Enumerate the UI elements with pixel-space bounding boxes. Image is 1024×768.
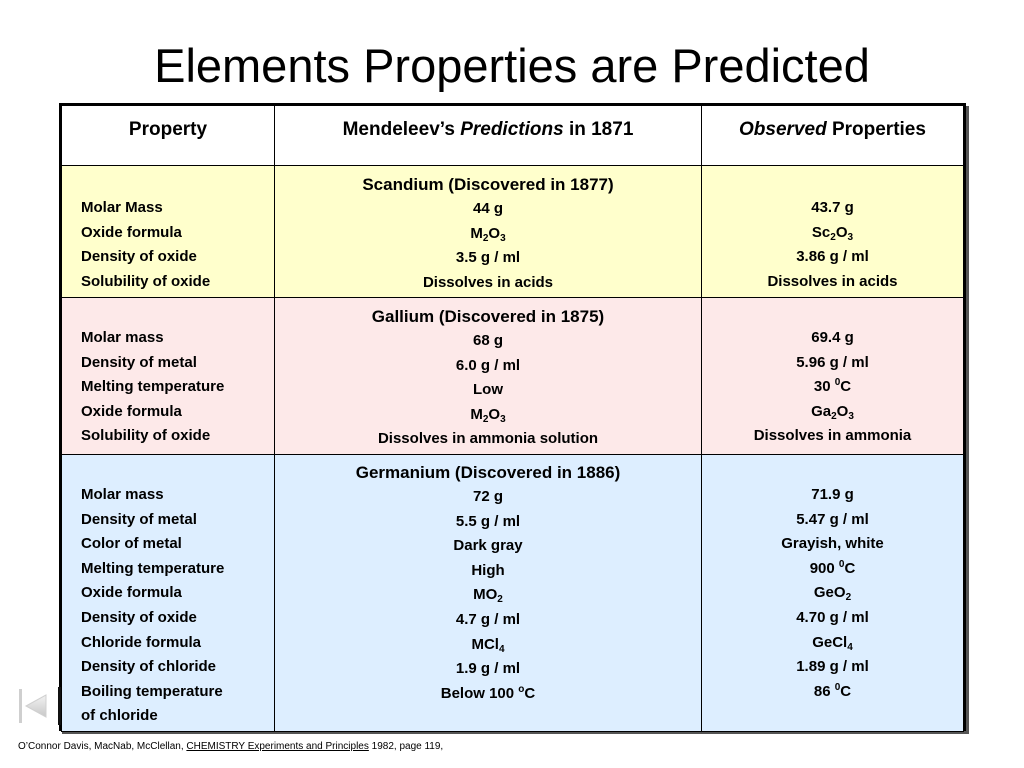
table-header-row: Property Mendeleev’s Predictions in 1871… (61, 105, 964, 166)
value: 43.7 g (811, 199, 854, 216)
value: 4.7 g / ml (455, 610, 521, 628)
property-label: Boiling temperature (81, 682, 223, 700)
property-label: Density of oxide (81, 248, 197, 266)
value: Dissolves in ammonia (753, 427, 912, 445)
property-label: Density of metal (81, 510, 197, 528)
citation-authors: O’Connor Davis, MacNab, McClellan, (18, 741, 187, 752)
value: Dissolves in ammonia solution (377, 430, 599, 448)
comparison-table-frame: Property Mendeleev’s Predictions in 1871… (59, 103, 966, 732)
value-formula: MO2 (473, 586, 503, 606)
property-label: Density of chloride (81, 658, 217, 676)
property-label: Oxide formula (81, 402, 182, 420)
value: 44 g (472, 200, 503, 217)
header-observed: Observed Properties (701, 105, 964, 166)
value: Dissolves in acids (422, 273, 554, 291)
value: 69.4 g (811, 329, 854, 346)
comparison-table: Property Mendeleev’s Predictions in 1871… (61, 105, 964, 732)
value: High (471, 561, 505, 579)
value-formula: Ga2O3 (811, 402, 854, 422)
property-label: Molar mass (81, 329, 164, 346)
value: 5.47 g / ml (796, 510, 869, 528)
property-label: Density of metal (81, 353, 197, 371)
header-property-label: Property (128, 119, 208, 140)
property-label: Solubility of oxide (81, 272, 211, 290)
germanium-properties: Molar mass Density of metal Color of met… (61, 454, 275, 732)
header-predictions-post: in 1871 (563, 119, 634, 140)
gallium-observed: 69.4 g 5.96 g / ml 30 0C Ga2O3 Dissolves… (701, 297, 964, 455)
value-temperature: 900 0C (809, 558, 856, 577)
property-label: Oxide formula (81, 223, 182, 241)
property-label: of chloride (81, 707, 158, 725)
scandium-properties: Molar Mass Oxide formula Density of oxid… (61, 165, 275, 298)
value-temperature: 30 0C (813, 377, 852, 396)
value: 72 g (472, 488, 503, 505)
element-name: Scandium (Discovered in 1877) (362, 175, 614, 194)
value: 1.9 g / ml (455, 660, 521, 678)
value: Grayish, white (781, 535, 884, 553)
value: Dissolves in acids (767, 272, 898, 290)
germanium-predictions: Germanium (Discovered in 1886) 72 g 5.5 … (274, 454, 702, 732)
value-formula: GeO2 (813, 584, 852, 604)
value-formula: M2O3 (470, 405, 506, 425)
property-label: Oxide formula (81, 584, 182, 602)
first-slide-icon (19, 687, 61, 725)
value: 5.5 g / ml (455, 512, 521, 530)
scandium-predictions: Scandium (Discovered in 1877) 44 g M2O3 … (274, 165, 702, 298)
table-row-scandium: Molar Mass Oxide formula Density of oxid… (61, 165, 964, 298)
value: 3.86 g / ml (796, 248, 869, 266)
property-label: Melting temperature (81, 559, 225, 577)
value-temperature: Below 100 oC (440, 683, 536, 702)
header-predictions: Mendeleev’s Predictions in 1871 (274, 105, 702, 166)
value: Dark gray (453, 537, 523, 555)
value: 3.5 g / ml (455, 249, 521, 267)
property-label: Melting temperature (81, 378, 225, 396)
element-name: Germanium (Discovered in 1886) (355, 463, 621, 482)
citation: O’Connor Davis, MacNab, McClellan, CHEMI… (18, 741, 443, 752)
value: 6.0 g / ml (455, 356, 521, 374)
header-observed-post: Properties (826, 119, 926, 140)
value-formula: MCl4 (471, 635, 505, 655)
property-label: Color of metal (81, 535, 182, 553)
value: Low (473, 381, 503, 399)
slide-title: Elements Properties are Predicted (154, 39, 870, 92)
value-formula: M2O3 (470, 224, 506, 244)
header-observed-em: Observed (739, 119, 827, 140)
header-predictions-em: Predictions (460, 119, 564, 140)
element-name: Gallium (Discovered in 1875) (371, 307, 605, 326)
property-label: Chloride formula (81, 633, 202, 651)
value: 5.96 g / ml (796, 353, 869, 371)
value: 1.89 g / ml (796, 658, 869, 676)
first-slide-button[interactable] (17, 687, 61, 725)
header-property: Property (61, 105, 275, 166)
citation-book-link[interactable]: CHEMISTRY Experiments and Principles (186, 741, 369, 752)
table-row-gallium: Molar mass Density of metal Melting temp… (61, 297, 964, 455)
scandium-observed: 43.7 g Sc2O3 3.86 g / ml Dissolves in ac… (701, 165, 964, 298)
value-temperature: 86 0C (813, 681, 852, 700)
value: 68 g (472, 332, 503, 349)
property-label: Density of oxide (81, 608, 197, 626)
table-row-germanium: Molar mass Density of metal Color of met… (61, 454, 964, 732)
value-formula: GeCl4 (812, 633, 853, 653)
value: 4.70 g / ml (796, 608, 869, 626)
value-formula: Sc2O3 (811, 223, 854, 243)
header-predictions-pre: Mendeleev’s (342, 119, 461, 140)
value: 71.9 g (811, 486, 854, 503)
property-label: Molar mass (81, 486, 164, 503)
property-label: Molar Mass (81, 199, 163, 216)
gallium-predictions: Gallium (Discovered in 1875) 68 g 6.0 g … (274, 297, 702, 455)
gallium-properties: Molar mass Density of metal Melting temp… (61, 297, 275, 455)
property-label: Solubility of oxide (81, 427, 211, 445)
citation-details: 1982, page 119, (368, 741, 444, 752)
germanium-observed: 71.9 g 5.47 g / ml Grayish, white 900 0C… (701, 454, 964, 732)
